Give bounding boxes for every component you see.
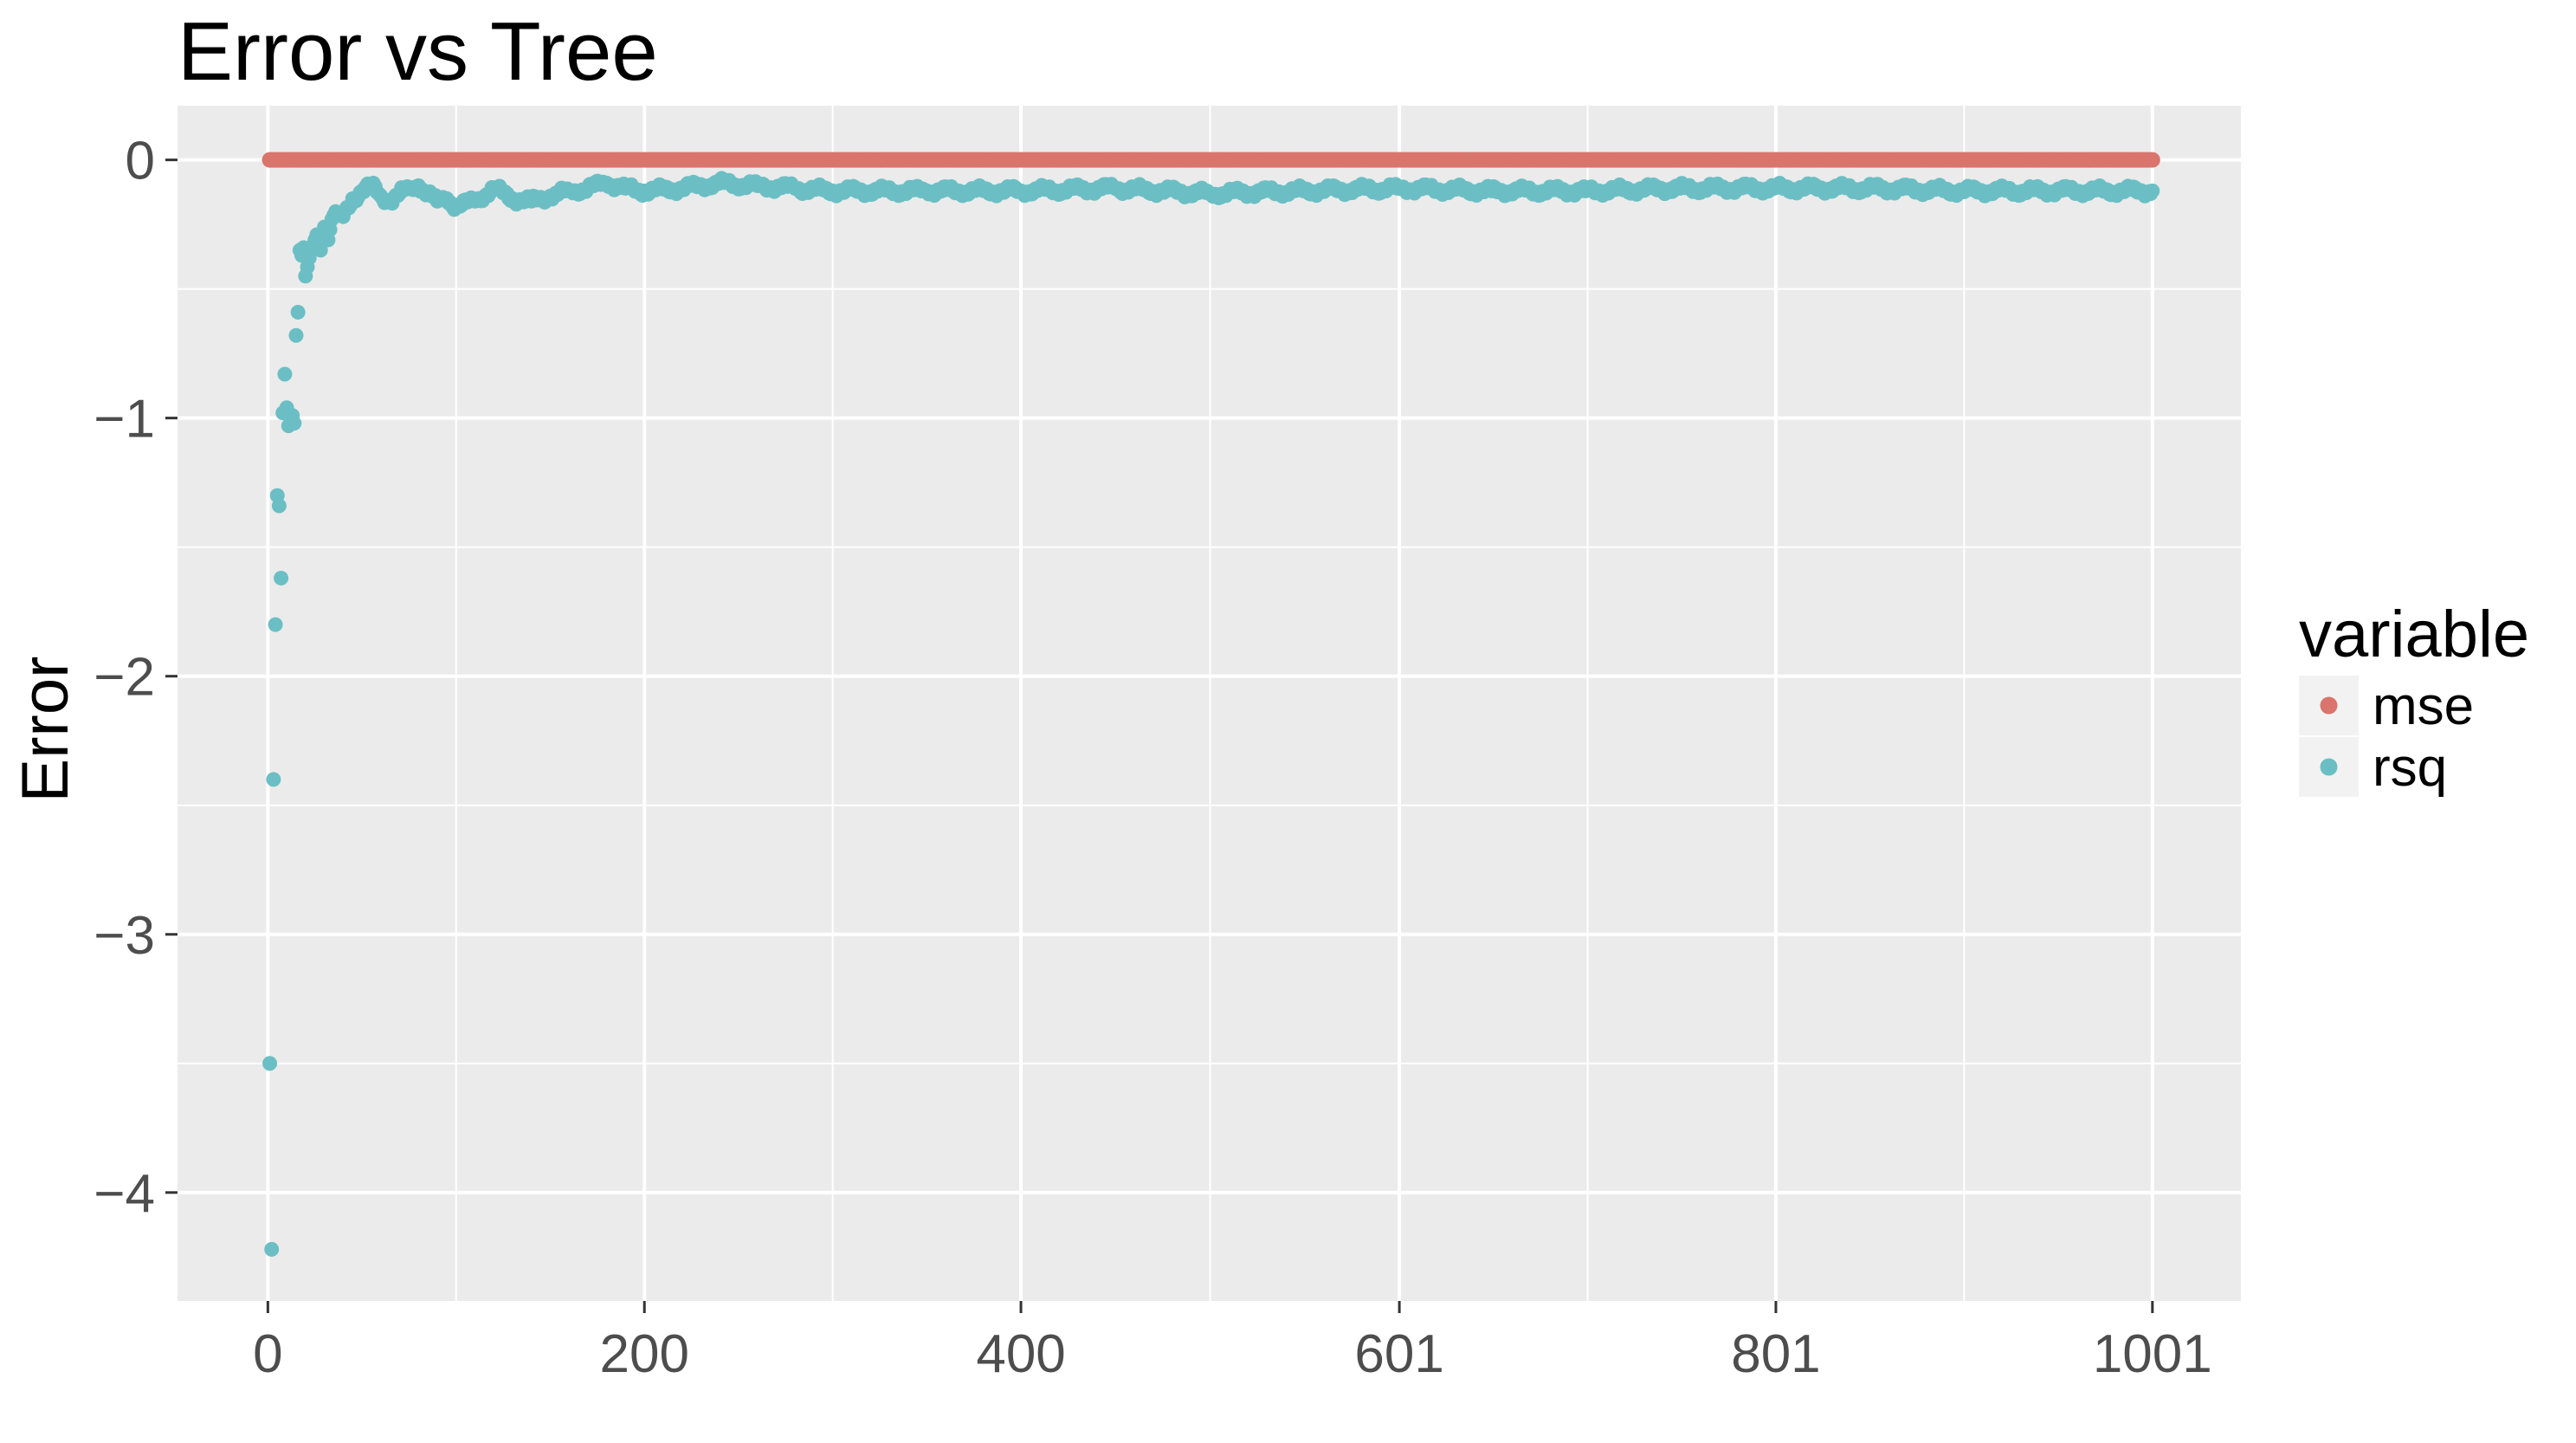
- rsq-point: [266, 772, 281, 787]
- x-tick-label: 1001: [2093, 1324, 2212, 1384]
- rsq-point: [268, 617, 283, 632]
- legend-label-rsq: rsq: [2373, 738, 2447, 798]
- legend-title: variable: [2299, 598, 2529, 671]
- legend-marker-mse: [2320, 696, 2338, 715]
- legend-marker-rsq: [2320, 758, 2338, 776]
- y-tick-label: −1: [94, 390, 155, 450]
- x-tick-label: 400: [976, 1324, 1065, 1384]
- rsq-point: [290, 304, 306, 320]
- y-tick-label: −3: [94, 906, 155, 966]
- chart-title: Error vs Tree: [178, 5, 658, 98]
- x-tick-label: 200: [599, 1324, 688, 1384]
- rsq-point: [262, 1056, 278, 1071]
- x-axis-ticks: 0 200 400 601 801 1001: [253, 1301, 2212, 1384]
- rsq-point: [288, 327, 304, 343]
- y-tick-label: −2: [94, 648, 155, 708]
- x-tick-label: 601: [1354, 1324, 1443, 1384]
- y-axis-title: Error: [9, 657, 82, 803]
- rsq-point: [2145, 183, 2160, 198]
- y-tick-label: −4: [94, 1164, 155, 1224]
- rsq-point: [313, 243, 328, 258]
- rsq-point: [271, 498, 287, 514]
- rsq-point: [287, 416, 302, 431]
- y-tick-label: 0: [126, 132, 155, 191]
- legend-label-mse: mse: [2373, 676, 2474, 736]
- y-axis-ticks: 0 −1 −2 −3 −4: [94, 132, 178, 1224]
- series-rsq-points: [262, 171, 2160, 1257]
- plot-panel: [178, 106, 2241, 1301]
- rsq-point: [277, 366, 293, 382]
- x-tick-label: 0: [253, 1324, 282, 1384]
- rsq-point: [264, 1241, 280, 1257]
- x-tick-label: 801: [1731, 1324, 1820, 1384]
- minor-gridlines: [178, 106, 2241, 1301]
- rsq-point: [274, 570, 289, 586]
- series-mse-points: [261, 152, 2160, 168]
- mse-point: [2144, 152, 2160, 168]
- major-gridlines: [178, 106, 2241, 1301]
